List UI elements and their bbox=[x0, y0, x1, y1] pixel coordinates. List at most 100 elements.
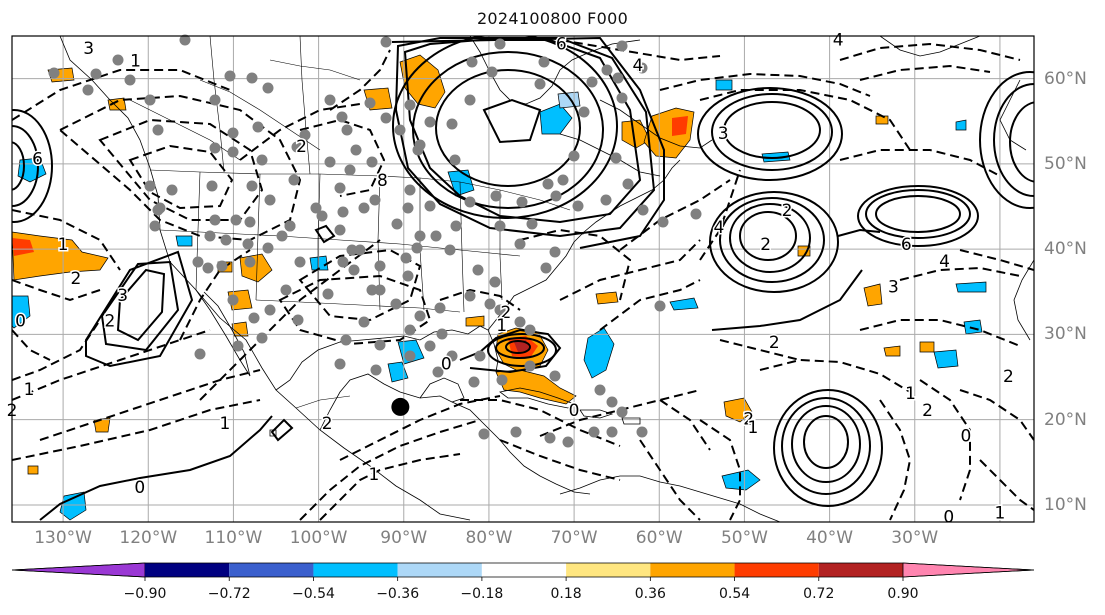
station-dot bbox=[524, 324, 536, 336]
station-dot bbox=[341, 124, 353, 136]
contour-value-label: 2 bbox=[1003, 367, 1014, 387]
contour-value-label: 2 bbox=[105, 312, 116, 332]
station-dot bbox=[594, 384, 606, 396]
station-dot bbox=[244, 216, 256, 228]
station-dot bbox=[606, 396, 618, 408]
longitude-tick-label: 110°W bbox=[204, 528, 263, 548]
station-dot bbox=[324, 156, 336, 168]
colorbar-tick-label: −0.54 bbox=[291, 586, 335, 602]
longitude-tick-label: 100°W bbox=[289, 528, 348, 548]
contour-value-label: 2 bbox=[769, 333, 780, 353]
station-dot bbox=[374, 284, 386, 296]
station-dot bbox=[490, 190, 502, 202]
station-dot bbox=[337, 256, 349, 268]
station-dot bbox=[227, 294, 239, 306]
station-dot bbox=[464, 196, 476, 208]
station-dot bbox=[209, 142, 221, 154]
contour-value-label: 1 bbox=[130, 52, 141, 72]
station-dot bbox=[432, 366, 444, 378]
station-dot bbox=[179, 34, 191, 46]
station-dot bbox=[446, 118, 458, 130]
station-dot bbox=[466, 56, 478, 68]
station-dot bbox=[436, 328, 448, 340]
station-dot bbox=[464, 94, 476, 106]
contour-value-label: 1 bbox=[220, 414, 231, 434]
contour-value-label: 3 bbox=[117, 286, 128, 306]
longitude-tick-label: 30°W bbox=[891, 528, 939, 548]
station-dot bbox=[154, 202, 166, 214]
contour-value-label: 1 bbox=[905, 384, 916, 404]
station-dot bbox=[424, 200, 436, 212]
station-dot bbox=[494, 220, 506, 232]
station-dot bbox=[402, 202, 414, 214]
station-dot bbox=[449, 154, 461, 166]
contour-value-label: 2 bbox=[743, 410, 754, 430]
station-dot bbox=[344, 164, 356, 176]
station-dot bbox=[478, 428, 490, 440]
station-dot bbox=[404, 99, 416, 111]
station-dot bbox=[411, 242, 423, 254]
station-dot bbox=[346, 244, 358, 256]
colorbar-over-extension bbox=[902, 562, 1035, 578]
station-dot bbox=[586, 76, 598, 88]
station-dot bbox=[444, 244, 456, 256]
station-dot bbox=[291, 141, 303, 153]
station-dot bbox=[514, 238, 526, 250]
latitude-tick-label: 10°N bbox=[1044, 494, 1087, 515]
station-dot bbox=[430, 230, 442, 242]
colorbar-tick-label: 0.54 bbox=[718, 586, 751, 602]
longitude-tick-label: 40°W bbox=[806, 528, 854, 548]
station-dot bbox=[544, 432, 556, 444]
station-dot bbox=[402, 270, 414, 282]
station-dot bbox=[358, 202, 370, 214]
station-dot bbox=[610, 152, 622, 164]
station-dot bbox=[230, 214, 242, 226]
station-dot bbox=[216, 260, 228, 272]
station-dot bbox=[550, 190, 562, 202]
colorbar-tick-label: −0.36 bbox=[376, 586, 420, 602]
station-dot bbox=[380, 112, 392, 124]
graticule bbox=[12, 36, 1034, 522]
station-dot bbox=[316, 210, 328, 222]
contour-value-label: 0 bbox=[943, 508, 954, 528]
station-dot bbox=[404, 350, 416, 362]
station-dot bbox=[336, 111, 348, 123]
latitude-tick-label: 50°N bbox=[1044, 153, 1087, 174]
contour-value-label: 1 bbox=[995, 503, 1006, 523]
contour-value-label: 1 bbox=[748, 418, 759, 438]
station-dot bbox=[209, 214, 221, 226]
storm-center-marker bbox=[391, 397, 410, 416]
station-dot bbox=[358, 316, 370, 328]
station-dot bbox=[264, 194, 276, 206]
station-dot bbox=[124, 74, 136, 86]
station-dot bbox=[510, 426, 522, 438]
station-dot bbox=[434, 302, 446, 314]
station-dot bbox=[204, 230, 216, 242]
station-dot bbox=[514, 316, 526, 328]
station-dot bbox=[337, 206, 349, 218]
colorbar-swatch bbox=[734, 563, 819, 577]
longitude-tick-label: 60°W bbox=[635, 528, 683, 548]
colorbar-swatch bbox=[397, 563, 482, 577]
station-dot bbox=[246, 72, 258, 84]
station-dot bbox=[374, 339, 386, 351]
contour-value-label: 0 bbox=[960, 427, 971, 447]
contour-value-label: 1 bbox=[24, 380, 35, 400]
station-dot bbox=[612, 72, 624, 84]
station-dot bbox=[322, 288, 334, 300]
station-dot bbox=[391, 218, 403, 230]
station-dot bbox=[424, 340, 436, 352]
station-dot bbox=[152, 124, 164, 136]
contours-negative bbox=[12, 39, 1034, 521]
station-dot bbox=[636, 426, 648, 438]
station-dot bbox=[232, 340, 244, 352]
latitude-tick-label: 60°N bbox=[1044, 68, 1087, 89]
station-dot bbox=[489, 276, 501, 288]
station-dot bbox=[636, 62, 648, 74]
station-dot bbox=[557, 174, 569, 186]
station-dot bbox=[292, 314, 304, 326]
contour-value-label: 0 bbox=[569, 401, 580, 421]
latitude-tick-label: 30°N bbox=[1044, 324, 1087, 345]
station-dot bbox=[549, 370, 561, 382]
